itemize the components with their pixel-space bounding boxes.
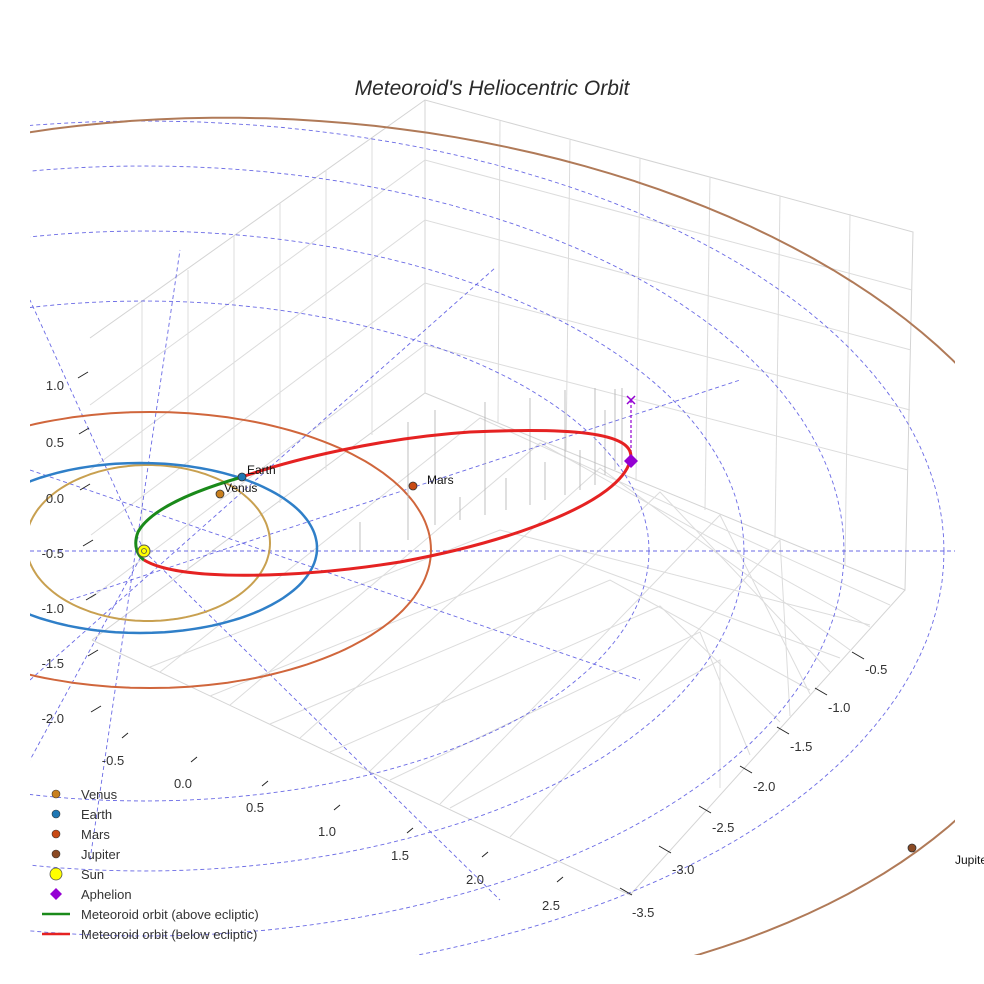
x-axis-tick-mark-6 bbox=[481, 851, 489, 858]
z-axis-tick-label-6: -1.5 bbox=[42, 656, 64, 671]
legend-item-aphelion-label: Aphelion bbox=[81, 887, 132, 902]
aphelion-projection-marker bbox=[626, 395, 636, 405]
z-axis-tick-mark-3 bbox=[79, 483, 91, 491]
y-axis-tick-mark-2 bbox=[814, 687, 828, 696]
chart-title: Meteoroid's Heliocentric Orbit bbox=[355, 77, 631, 100]
x-axis-tick-mark-2 bbox=[190, 756, 198, 763]
x-axis-tick-mark-7 bbox=[556, 876, 564, 883]
z-axis-tick-label-7: -2.0 bbox=[42, 711, 64, 726]
guide-spoke-4 bbox=[30, 469, 641, 681]
y-axis-tick-label-7: -3.5 bbox=[632, 905, 654, 920]
y-axis-ticks: -0.5 -1.0 -1.5 -2.0 -2.5 -3.0 -3.5 bbox=[619, 651, 887, 920]
legend-item-earth-label: Earth bbox=[81, 807, 112, 822]
planet-markers bbox=[137, 395, 917, 853]
legend-item-meteoroid-orbit-above-ecliptic-label: Meteoroid orbit (above ecliptic) bbox=[81, 907, 259, 922]
legend-item-venus-swatch bbox=[51, 789, 61, 799]
x-axis-tick-mark-5 bbox=[406, 827, 414, 834]
planet-labels: Earth Venus Mars Jupiter bbox=[224, 463, 984, 867]
grid-back bbox=[89, 99, 914, 896]
legend-item-jupiter-label: Jupiter bbox=[81, 847, 121, 862]
planet-orbits bbox=[30, 116, 955, 955]
venus-marker bbox=[215, 489, 225, 499]
legend-item-earth-swatch bbox=[51, 809, 61, 819]
z-axis-tick-label-1: 1.0 bbox=[46, 378, 64, 393]
z-axis-tick-label-3: 0.0 bbox=[46, 491, 64, 506]
x-axis-tick-label-6: 2.0 bbox=[466, 872, 484, 887]
venus-orbit bbox=[30, 464, 271, 622]
x-axis-tick-label-7: 2.5 bbox=[542, 898, 560, 913]
reference-guides bbox=[30, 120, 955, 955]
legend-item-jupiter-swatch bbox=[51, 849, 61, 859]
y-axis-tick-mark-7 bbox=[619, 887, 633, 896]
meteoroid-drop-lines bbox=[359, 388, 632, 552]
y-axis-tick-label-3: -1.5 bbox=[790, 739, 812, 754]
legend-item-sun-swatch bbox=[49, 867, 63, 881]
y-axis-tick-mark-6 bbox=[658, 845, 672, 854]
y-axis-tick-mark-4 bbox=[739, 765, 753, 774]
x-axis-tick-label-3: 0.5 bbox=[246, 800, 264, 815]
legend-item-mars-label: Mars bbox=[81, 827, 110, 842]
legend-item-aphelion-swatch bbox=[50, 888, 62, 900]
jupiter-label: Jupiter bbox=[955, 853, 984, 867]
mars-orbit bbox=[30, 410, 432, 690]
sun-marker bbox=[137, 544, 151, 558]
y-axis-tick-label-6: -3.0 bbox=[672, 862, 694, 877]
guide-ring-4 bbox=[30, 120, 945, 955]
y-axis-tick-mark-5 bbox=[698, 805, 712, 814]
y-axis-tick-label-5: -2.5 bbox=[712, 820, 734, 835]
x-axis-tick-label-1: -0.5 bbox=[102, 753, 124, 768]
y-axis-tick-label-4: -2.0 bbox=[753, 779, 775, 794]
legend-item-venus-label: Venus bbox=[81, 787, 118, 802]
x-axis-tick-label-5: 1.5 bbox=[391, 848, 409, 863]
z-axis-tick-mark-7 bbox=[90, 705, 102, 713]
y-axis-tick-label-2: -1.0 bbox=[828, 700, 850, 715]
x-axis-tick-mark-3 bbox=[261, 780, 269, 787]
z-axis-tick-mark-2 bbox=[78, 427, 90, 435]
guide-spoke-2 bbox=[30, 267, 496, 681]
z-axis-ticks: 1.0 0.5 0.0 -0.5 -1.0 -1.5 -2.0 bbox=[42, 371, 102, 726]
x-axis-tick-mark-4 bbox=[333, 804, 341, 811]
jupiter-orbit bbox=[30, 116, 955, 955]
z-axis-tick-mark-6 bbox=[87, 649, 99, 657]
guide-spoke-6 bbox=[143, 550, 501, 901]
sun-core-marker bbox=[141, 548, 147, 554]
jupiter-label-clip: Jupiter bbox=[955, 853, 984, 867]
y-axis-tick-label-1: -0.5 bbox=[865, 662, 887, 677]
earth-orbit bbox=[30, 461, 319, 635]
legend-item-mars-swatch bbox=[51, 829, 61, 839]
z-axis-tick-label-5: -1.0 bbox=[42, 601, 64, 616]
z-axis-tick-mark-1 bbox=[77, 371, 89, 379]
z-axis-tick-mark-4 bbox=[82, 539, 94, 547]
legend-item-meteoroid-orbit-below-ecliptic-label: Meteoroid orbit (below ecliptic) bbox=[81, 927, 257, 942]
guide-spoke-8 bbox=[30, 299, 145, 552]
earth-marker bbox=[237, 472, 247, 482]
y-axis-tick-mark-1 bbox=[851, 651, 865, 660]
venus-label: Venus bbox=[224, 481, 257, 495]
z-axis-tick-label-4: -0.5 bbox=[42, 546, 64, 561]
x-axis-tick-label-2: 0.0 bbox=[174, 776, 192, 791]
guide-spoke-3 bbox=[69, 379, 741, 601]
z-axis-tick-mark-5 bbox=[85, 593, 97, 601]
x-axis-tick-mark-1 bbox=[121, 732, 129, 739]
earth-label: Earth bbox=[247, 463, 276, 477]
jupiter-marker bbox=[907, 843, 917, 853]
guide-spoke-7 bbox=[30, 550, 145, 761]
x-axis-tick-label-4: 1.0 bbox=[318, 824, 336, 839]
legend-item-sun-label: Sun bbox=[81, 867, 104, 882]
y-axis-tick-mark-3 bbox=[776, 726, 790, 735]
guide-spoke-5 bbox=[89, 249, 181, 861]
z-axis-tick-label-2: 0.5 bbox=[46, 435, 64, 450]
aphelion-marker bbox=[624, 454, 638, 468]
mars-label: Mars bbox=[427, 473, 454, 487]
x-axis-ticks: -0.5 0.0 0.5 1.0 1.5 2.0 2.5 bbox=[102, 732, 564, 913]
mars-marker bbox=[408, 481, 418, 491]
legend: Venus Earth Mars Jupiter Sun Aphelion Meteoroi… bbox=[42, 787, 259, 942]
plot-scene bbox=[30, 99, 955, 955]
guide-ring-2 bbox=[30, 230, 745, 872]
